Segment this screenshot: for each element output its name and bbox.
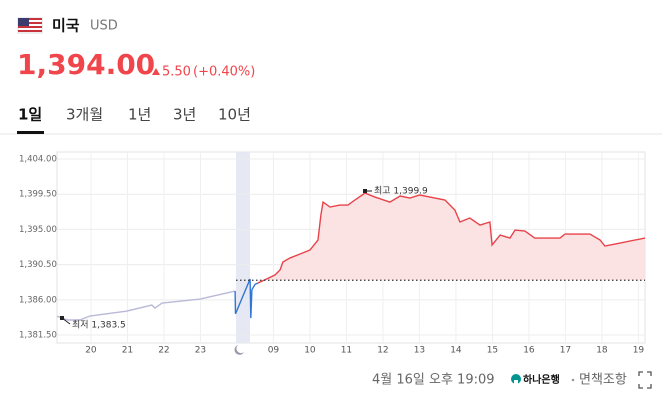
up-arrow: [152, 68, 160, 75]
x-tick-label: 17: [560, 346, 571, 356]
annotation-leader: [61, 317, 71, 325]
y-tick-label: 1,381.50: [19, 331, 57, 341]
x-tick-label: 21: [122, 346, 133, 356]
bank-name: 하나은행: [523, 373, 560, 386]
x-tick-label: 11: [341, 346, 352, 356]
x-tick-label: 12: [377, 346, 388, 356]
price-line: [234, 278, 259, 319]
annotation: 최저 1,383.5: [72, 320, 126, 331]
price-line: [257, 192, 646, 284]
x-tick-label: 09: [268, 346, 280, 356]
tab[interactable]: 3년: [173, 106, 196, 124]
x-tick-label: 15: [487, 346, 498, 356]
x-tick-label: 18: [596, 346, 608, 356]
tabs: 1일 3개월 1년 3년 10년: [18, 106, 251, 124]
y-tick-label: 1,386.00: [19, 295, 57, 305]
tab[interactable]: 1년: [128, 106, 151, 124]
disclaimer[interactable]: 면책조항: [579, 373, 627, 388]
price: 1,394.00: [17, 48, 155, 81]
plot: 1,381.50 1,386.00 1,390.50 1,395.00 1,399.50…: [19, 152, 646, 356]
separator: [571, 378, 575, 382]
timestamp: 4월 16일 오후 19:09: [372, 373, 495, 388]
currency-code: USD: [90, 19, 118, 34]
x-tick-label: 23: [195, 346, 206, 356]
tab-underline: [17, 131, 44, 134]
x-tick-label: 16: [523, 346, 535, 356]
break-band: [236, 152, 250, 343]
flag: [17, 17, 43, 34]
x-tick-label: 20: [85, 346, 97, 356]
y-tick-label: 1,390.50: [19, 260, 57, 270]
price-line: [56, 290, 236, 321]
tab[interactable]: 10년: [218, 106, 251, 124]
expand-icon[interactable]: [638, 371, 652, 389]
tab[interactable]: 3개월: [66, 106, 103, 124]
x-tick-label: 22: [158, 346, 169, 356]
change-pct: (+0.40%): [193, 65, 255, 80]
currency-name: 미국: [52, 17, 80, 35]
x-tick-label: 10: [304, 346, 316, 356]
night-icon: [234, 345, 244, 355]
x-tick-label: 19: [633, 346, 645, 356]
bank-logo: [511, 374, 521, 385]
y-tick-label: 1,404.00: [19, 155, 57, 165]
tab[interactable]: 1일: [18, 106, 42, 124]
x-tick-label: 13: [414, 346, 425, 356]
change: 5.50: [162, 65, 191, 80]
y-tick-label: 1,395.00: [19, 225, 57, 235]
area-fill: [258, 193, 645, 284]
y-tick-label: 1,399.50: [19, 190, 57, 200]
x-tick-label: 14: [450, 346, 462, 356]
annotation: 최고 1,399.9: [374, 186, 428, 197]
